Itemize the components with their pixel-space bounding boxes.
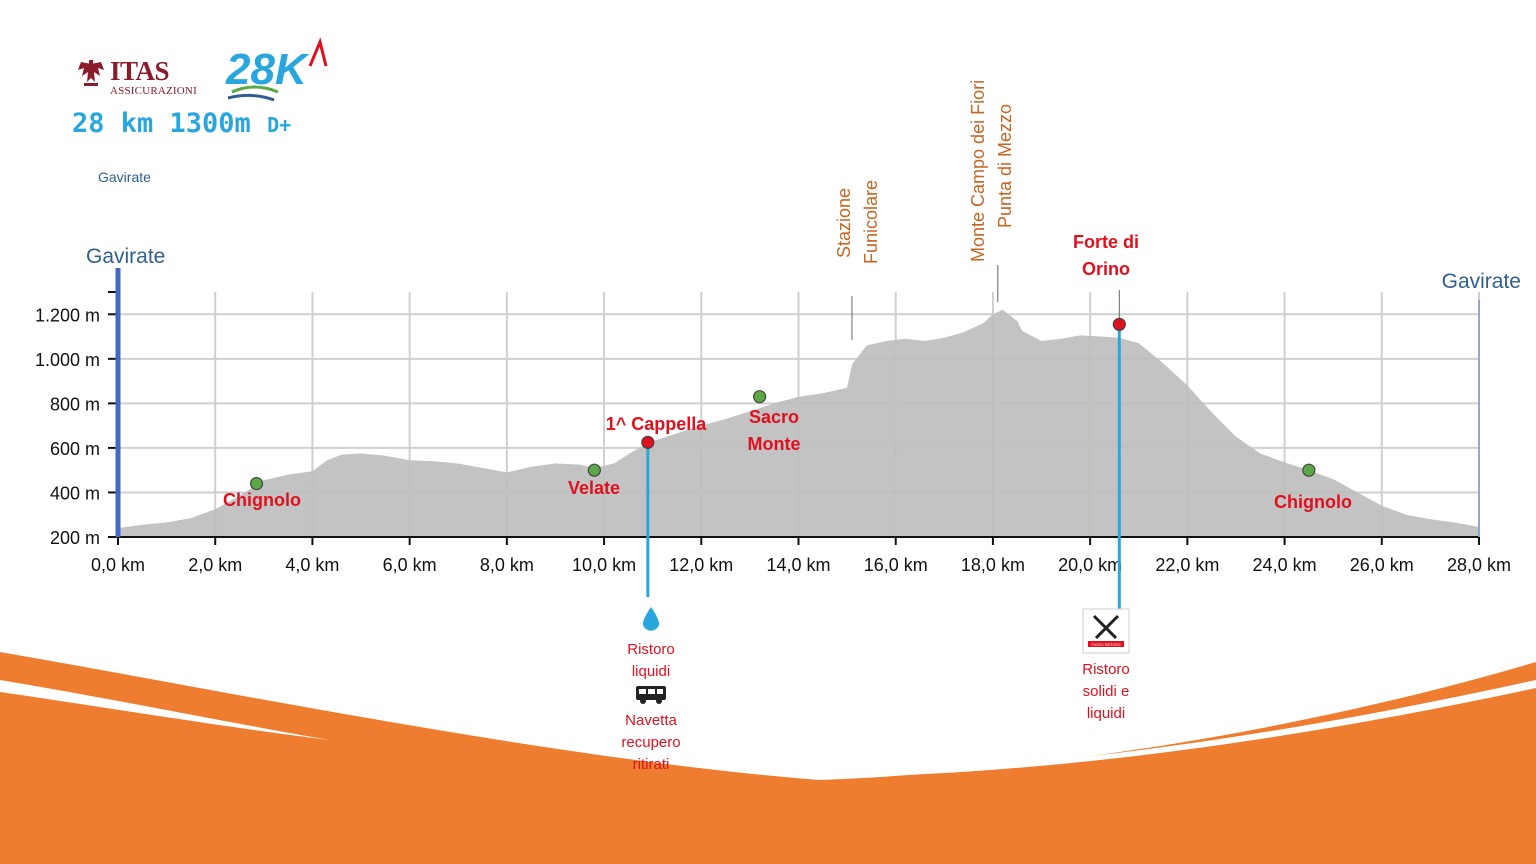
landmark-point [1302,463,1316,477]
elevation-profile-area [118,309,1479,537]
y-tick-label: 400 m [50,483,100,503]
itas-logo: ITAS ASSICURAZIONI [76,58,197,97]
aid-description-line: recupero [621,734,680,751]
water-drop-icon [642,607,660,631]
end-label: Gavirate [1442,270,1521,293]
landmark-point [587,463,601,477]
x-tick-label: 24,0 km [1253,555,1317,575]
aid-description-line: liquidi [1087,705,1125,722]
aid-description-line: solidi e [1083,683,1130,700]
summit-label-line: Punta di Mezzo [995,104,1015,228]
x-tick-label: 22,0 km [1155,555,1219,575]
aid-description-line: Ristoro [1082,661,1130,678]
point-label: Monte [748,434,801,454]
aid-description-line: liquidi [632,663,670,680]
icon-banner-text: PUNTO RISTORO [1091,643,1120,647]
landmark-point [249,476,264,491]
summit-label-group: Stazione Funicolare [834,180,881,340]
summit-label-line: Funicolare [861,180,881,264]
summit-label-line: Stazione [834,188,854,258]
itas-brand: ITAS [110,56,170,86]
race-stats-main: 28 km 1300m [72,108,268,139]
itas-sub: ASSICURAZIONI [110,85,197,97]
x-tick-label: 14,0 km [766,555,830,575]
eagle-icon [78,60,104,86]
race-logo: 28K [225,37,328,102]
race-logo-peak [308,37,328,67]
aid-point [1112,317,1126,331]
x-tick-label: 16,0 km [864,555,928,575]
race-stats-dplus: D+ [267,113,292,137]
point-label: Chignolo [1274,492,1352,512]
summit-label-group: Monte Campo dei Fiori Punta di Mezzo [968,80,1015,302]
chart-layer: 0,0 km 2,0 km 4,0 km 6,0 km 8,0 km 10,0 km 12,… [35,80,1521,773]
point-label: Sacro [749,407,799,427]
x-tick-label: 0,0 km [91,555,145,575]
y-tick-label: 200 m [50,528,100,548]
x-tick-label: 28,0 km [1447,555,1511,575]
aid-point [641,435,655,449]
race-logo-underline-blue [227,93,275,102]
bus-wheel [640,698,646,704]
point-label: Chignolo [223,490,301,510]
x-tick-label: 6,0 km [383,555,437,575]
aid-description-line: Ristoro [627,641,675,658]
x-tick-label: 8,0 km [480,555,534,575]
landmark-point [753,390,767,404]
x-tick-label: 2,0 km [188,555,242,575]
fork-handle [1094,614,1120,640]
y-tick-label: 1.200 m [35,305,100,325]
aid-description-line: ritirati [633,756,670,773]
summit-label-line: Monte Campo dei Fiori [968,80,988,262]
fork-knife-icon: PUNTO RISTORO [1082,608,1130,654]
x-tick-label: 20,0 km [1058,555,1122,575]
y-tick-label: 600 m [50,439,100,459]
x-tick-label: 26,0 km [1350,555,1414,575]
x-tick-label: 18,0 km [961,555,1025,575]
race-logo-text: 28K [225,45,310,94]
point-label: Orino [1082,259,1130,279]
bottom-orange-band [0,652,1536,864]
x-tick-label: 12,0 km [669,555,733,575]
race-subtitle: Gavirate [98,169,151,185]
bottom-white-swoosh-left [0,680,330,740]
x-tick-label: 4,0 km [285,555,339,575]
start-label: Gavirate [86,245,165,268]
bus-window [648,689,655,694]
y-tick-label: 800 m [50,394,100,414]
point-label: Forte di [1073,232,1139,252]
bus-window [639,689,646,694]
y-tick-label: 1.000 m [35,350,100,370]
race-stats: 28 km 1300m D+ [72,108,291,139]
race-logo-underline-green [231,85,279,94]
aid-description-line: Navetta [625,712,677,729]
bus-icon [636,686,666,704]
icon-banner [1088,641,1124,647]
bus-window [657,689,663,694]
point-label: Velate [568,478,620,498]
bus-wheel [656,698,662,704]
point-label: 1^ Cappella [606,414,708,434]
x-tick-label: 10,0 km [572,555,636,575]
